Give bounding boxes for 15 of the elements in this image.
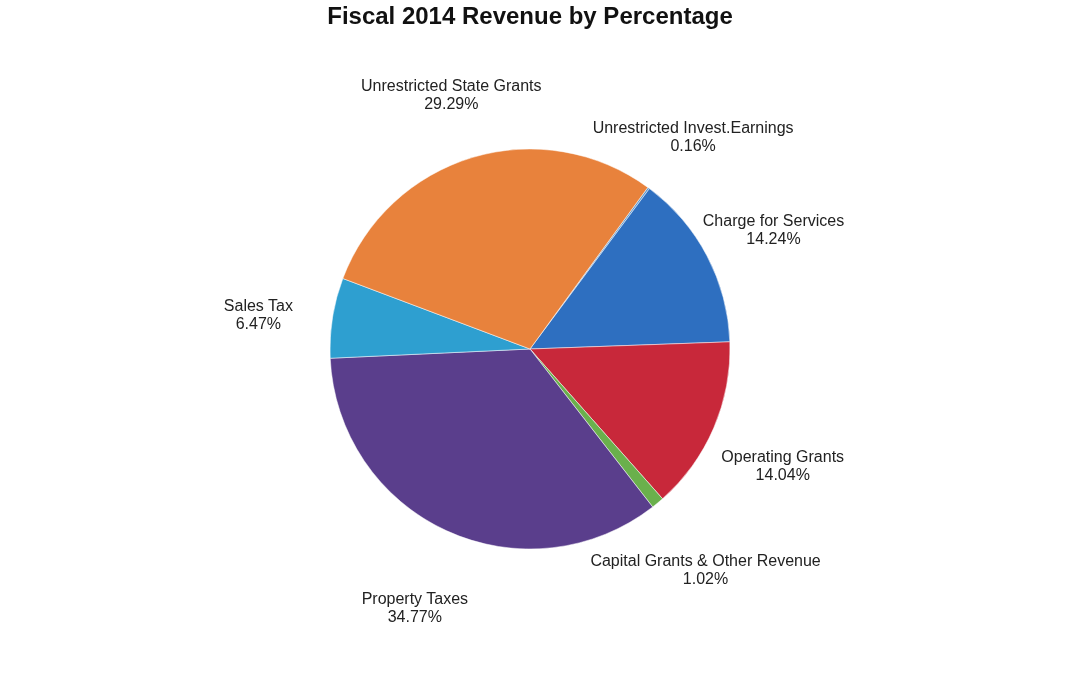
slice-label: Sales Tax (223, 297, 293, 315)
slice-label: Unrestricted Invest.Earnings (592, 118, 794, 136)
slice-label: Charge for Services (702, 212, 845, 230)
data-label: 6.47% (235, 315, 282, 333)
data-label: 14.04% (755, 466, 810, 484)
data-label: 0.16% (670, 136, 716, 154)
data-label: 34.77% (387, 607, 442, 625)
slice-label: Capital Grants & Other Revenue (590, 551, 821, 569)
slice-label: Property Taxes (361, 589, 469, 607)
data-label: 1.02% (682, 569, 729, 587)
data-label: 14.24% (746, 230, 801, 248)
chart-title: Fiscal 2014 Revenue by Percentage (327, 2, 733, 29)
slice-label: Unrestricted State Grants (361, 76, 542, 94)
slice-label: Operating Grants (721, 448, 845, 466)
data-label: 29.29% (424, 94, 479, 112)
